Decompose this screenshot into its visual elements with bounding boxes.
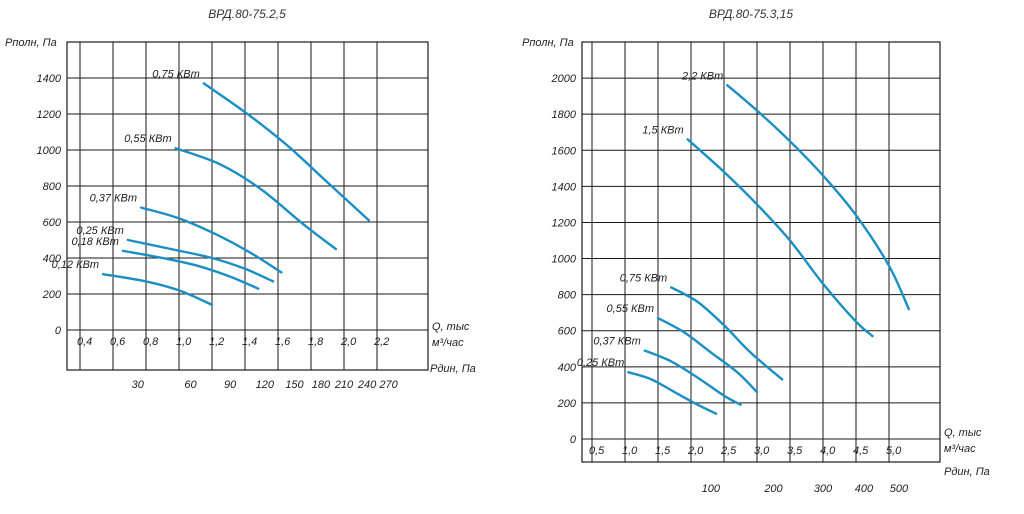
x-tick-label: 0,5 [589, 445, 605, 457]
series-label: 0,37 КВт [90, 193, 137, 205]
series-label: 0,75 КВт [620, 272, 667, 284]
series-label: 0,25 КВт [577, 357, 624, 369]
x2-tick-label: 210 [334, 379, 354, 391]
x-tick-label: 2,2 [373, 336, 389, 348]
x-tick-label: 3,0 [754, 445, 770, 457]
series-label: 0,18 КВт [71, 236, 118, 248]
x2-tick-label: 150 [285, 379, 304, 391]
grid [67, 42, 428, 370]
y-tick-label: 1600 [552, 145, 577, 157]
y-tick-label: 400 [558, 362, 577, 374]
x-tick-label: 3,5 [787, 445, 803, 457]
y-tick-label: 1400 [552, 181, 577, 193]
y-tick-label: 1200 [552, 217, 577, 229]
series-label: 1,5 КВт [642, 124, 683, 136]
series-line-0-75-квт [202, 82, 370, 222]
y-tick-label: 400 [43, 253, 62, 265]
x-tick-label: 4,5 [853, 445, 869, 457]
series-line-0-12-квт [101, 273, 214, 306]
x2-tick-label: 400 [855, 483, 874, 495]
y-tick-label: 800 [43, 181, 62, 193]
x-tick-label: 2,0 [687, 445, 704, 457]
y-tick-label: 1000 [37, 145, 62, 157]
chart-vrd-2-5: ВРД.80-75.2,5 0 200 400 600 800 1000 1200 1400 0,… [5, 7, 476, 391]
grid [582, 42, 940, 462]
y-tick-label: 2000 [551, 73, 577, 85]
series-label: 0,12 КВт [52, 259, 99, 271]
series-line-0-55-квт [174, 147, 337, 251]
x-axis-label: м³/час [432, 337, 464, 349]
x2-tick-label: 500 [890, 483, 909, 495]
x-tick-label: 4,0 [820, 445, 836, 457]
x2-tick-label: 30 [132, 379, 145, 391]
y-tick-label: 600 [43, 217, 62, 229]
series-line-2-2-квт [726, 84, 910, 311]
chart-title: ВРД.80-75.3,15 [709, 7, 794, 21]
y-tick-label: 200 [42, 289, 62, 301]
chart-title: ВРД.80-75.2,5 [208, 7, 286, 21]
y-tick-label: 1200 [37, 109, 62, 121]
series-line-0-75-квт [670, 286, 784, 381]
x-axis-label: м³/час [944, 443, 976, 455]
x2-tick-label: 300 [814, 483, 833, 495]
series-line-0-55-квт [656, 316, 759, 394]
x2-tick-label: 90 [224, 379, 237, 391]
y-tick-label: 800 [558, 290, 577, 302]
x2-tick-label: 60 [184, 379, 197, 391]
y-tick-label: 1800 [552, 109, 577, 121]
x-axis-label: Q, тыс [432, 321, 470, 333]
series-line-0-18-квт [121, 249, 260, 290]
x2-tick-label: 200 [763, 483, 783, 495]
series-label: 0,25 КВт [76, 225, 123, 237]
series-line-0-25-квт [126, 238, 275, 283]
x-tick-label: 1,8 [308, 336, 324, 348]
x-tick-label: 1,4 [242, 336, 257, 348]
x-tick-label: 1,0 [622, 445, 638, 457]
series-line-0-37-квт [139, 206, 283, 274]
y-tick-label: 600 [558, 326, 577, 338]
x-tick-label: 1,2 [209, 336, 224, 348]
chart-vrd-3-15: ВРД.80-75.3,15 0 200 400 600 800 1000 1200 1400 1… [522, 7, 990, 495]
y-tick-label: 1000 [552, 254, 577, 266]
x-tick-label: 1,6 [275, 336, 291, 348]
series-line-0-25-квт [627, 371, 718, 415]
y-axis-label: Pполн, Па [522, 37, 574, 49]
x2-tick-label: 240 [357, 379, 377, 391]
x2-tick-label: 120 [256, 379, 275, 391]
y-tick-label: 0 [55, 325, 62, 337]
x-tick-label: 1,0 [176, 336, 192, 348]
y-tick-label: 1400 [37, 73, 62, 85]
x2-axis-label: Pдин, Па [944, 466, 990, 478]
y-tick-label: 0 [570, 434, 577, 446]
series-label: 2,2 КВт [681, 70, 723, 82]
y-tick-label: 200 [557, 398, 577, 410]
series-line-0-37-квт [643, 349, 742, 406]
x2-tick-label: 100 [702, 483, 721, 495]
x2-axis-label: Pдин, Па [430, 363, 476, 375]
x-tick-label: 0,4 [77, 336, 92, 348]
x-tick-label: 0,6 [110, 336, 126, 348]
x-tick-label: 2,0 [340, 336, 357, 348]
plot-frame [581, 41, 941, 463]
x-tick-label: 1,5 [655, 445, 671, 457]
series-label: 0,55 КВт [124, 133, 171, 145]
x2-tick-label: 270 [378, 379, 398, 391]
series-label: 0,37 КВт [593, 336, 640, 348]
x-tick-label: 2,5 [720, 445, 737, 457]
x-tick-label: 0,8 [143, 336, 159, 348]
series-label: 0,75 КВт [152, 68, 199, 80]
series-label: 0,55 КВт [607, 303, 654, 315]
plot-frame [66, 41, 429, 371]
series-line-1-5-квт [686, 138, 874, 338]
x-tick-label: 5,0 [886, 445, 902, 457]
x2-tick-label: 180 [312, 379, 331, 391]
y-axis-label: Pполн, Па [5, 37, 57, 49]
x-axis-label: Q, тыс [944, 427, 982, 439]
